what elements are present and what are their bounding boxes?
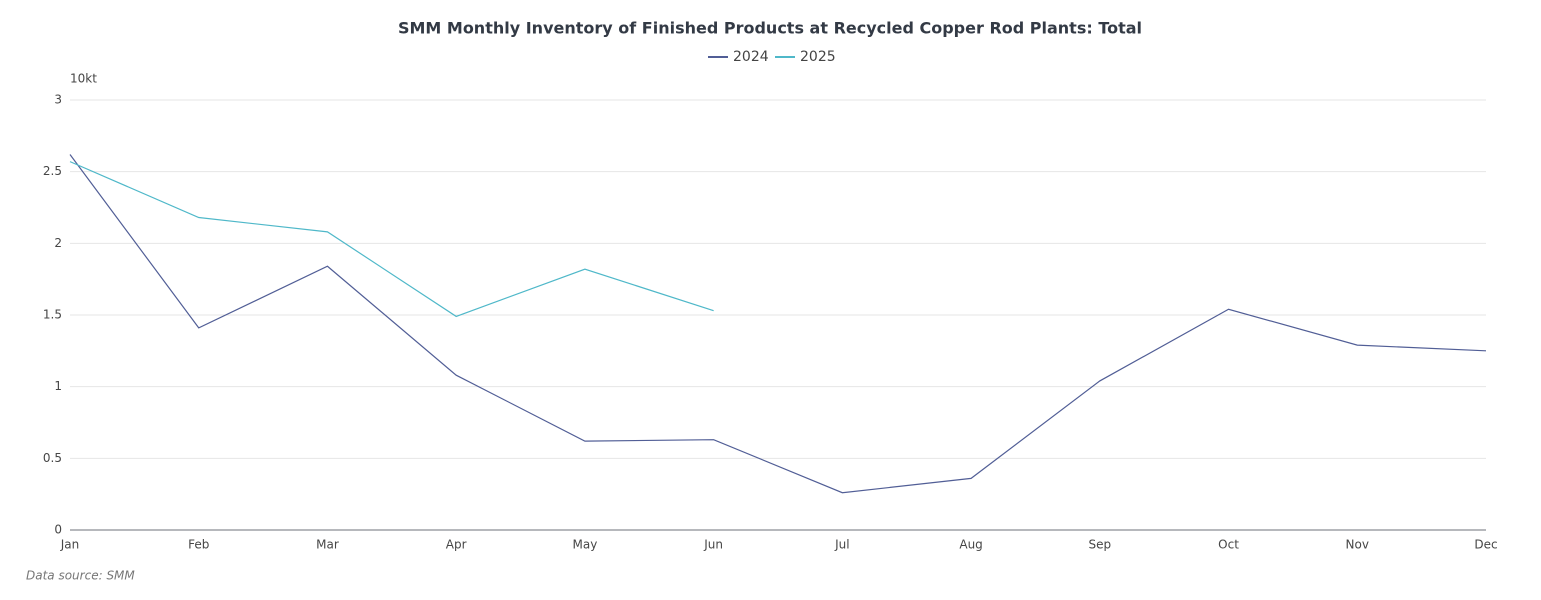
x-tick-label: Dec <box>1474 538 1497 552</box>
x-tick-label: Jan <box>60 538 80 552</box>
series-line <box>69 154 1487 494</box>
y-tick-label: 1 <box>54 379 62 393</box>
x-tick-label: Jul <box>834 538 849 552</box>
x-tick-label: Jun <box>703 538 723 552</box>
x-tick-label: Mar <box>316 538 339 552</box>
legend-label: 2024 <box>733 49 769 65</box>
series-line <box>69 161 714 318</box>
y-tick-label: 0 <box>54 523 62 537</box>
x-tick-label: Nov <box>1346 538 1369 552</box>
x-tick-label: May <box>573 538 598 552</box>
legend-label: 2025 <box>800 49 836 65</box>
y-tick-label: 1.5 <box>43 308 62 322</box>
x-tick-label: Apr <box>446 538 467 552</box>
chart-title: SMM Monthly Inventory of Finished Produc… <box>398 19 1142 38</box>
y-tick-label: 2 <box>54 236 62 250</box>
x-tick-label: Sep <box>1089 538 1112 552</box>
x-tick-label: Oct <box>1218 538 1239 552</box>
x-tick-label: Feb <box>188 538 209 552</box>
y-tick-label: 3 <box>54 93 62 107</box>
y-unit: 10kt <box>70 72 97 86</box>
y-tick-label: 0.5 <box>43 451 62 465</box>
source: Data source: SMM <box>26 569 135 583</box>
y-tick-label: 2.5 <box>43 164 62 178</box>
x-tick-label: Aug <box>959 538 982 552</box>
